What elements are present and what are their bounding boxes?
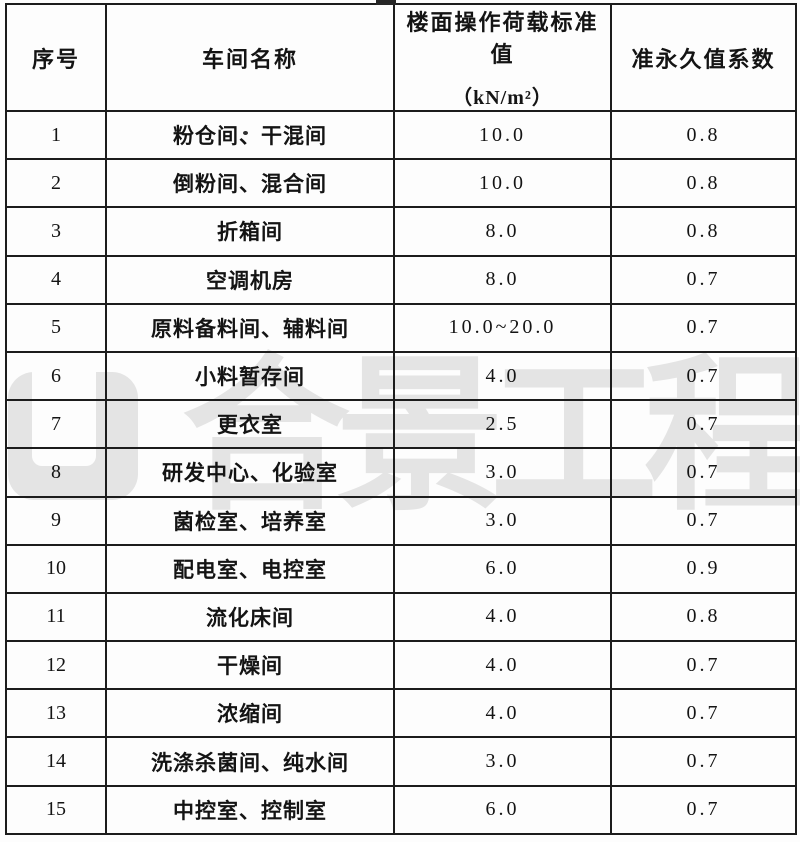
row-serial-cell: 12 (5, 640, 107, 691)
load-value-cell: 8.0 (393, 254, 612, 305)
scan-artifact-top-mark (376, 0, 396, 5)
table-row: 1 粉仓间、干混间 10.0 0.8 (5, 109, 797, 161)
table-row: 3 折箱间 8.0 0.8 (5, 206, 797, 257)
workshop-name-cell: 空调机房 (105, 254, 395, 305)
row-serial-cell: 1 (5, 109, 107, 161)
workshop-name-cell: 折箱间 (105, 206, 395, 257)
table-row: 7 更衣室 2.5 0.7 (5, 399, 797, 450)
col-header-floor-load-unit: （kN/m²） (452, 87, 553, 109)
row-serial-cell: 5 (5, 302, 107, 353)
col-header-quasi-permanent-coefficient: 准永久值系数 (610, 3, 797, 112)
table-body: 1 粉仓间、干混间 10.0 0.8 2 倒粉间、混合间 10.0 0.8 3 … (5, 109, 797, 836)
table-row: 5 原料备料间、辅料间 10.0~20.0 0.7 (5, 302, 797, 353)
table-row: 8 研发中心、化验室 3.0 0.7 (5, 447, 797, 498)
load-value-cell: 10.0~20.0 (393, 302, 612, 353)
row-serial-cell: 9 (5, 495, 107, 546)
workshop-name-cell: 原料备料间、辅料间 (105, 302, 395, 353)
row-serial-cell: 15 (5, 784, 107, 836)
coefficient-cell: 0.7 (610, 399, 797, 450)
row-serial-cell: 8 (5, 447, 107, 498)
load-value-cell: 3.0 (393, 736, 612, 787)
coefficient-cell: 0.8 (610, 109, 797, 161)
header-row: 序号 车间名称 楼面操作荷载标准值 （kN/m²） 准永久值系数 (5, 3, 797, 112)
table-row: 2 倒粉间、混合间 10.0 0.8 (5, 158, 797, 209)
workshop-name-cell: 浓缩间 (105, 688, 395, 739)
row-serial-cell: 11 (5, 591, 107, 643)
row-serial-cell: 2 (5, 158, 107, 209)
coefficient-cell: 0.8 (610, 206, 797, 257)
row-serial-cell: 3 (5, 206, 107, 257)
table-row: 10 配电室、电控室 6.0 0.9 (5, 543, 797, 594)
workshop-name-cell: 流化床间 (105, 591, 395, 643)
table-row: 9 菌检室、培养室 3.0 0.7 (5, 495, 797, 546)
table-row: 15 中控室、控制室 6.0 0.7 (5, 784, 797, 836)
workshop-name-cell: 更衣室 (105, 399, 395, 450)
coefficient-cell: 0.7 (610, 495, 797, 546)
coefficient-cell: 0.7 (610, 784, 797, 836)
coefficient-cell: 0.7 (610, 302, 797, 353)
coefficient-cell: 0.7 (610, 254, 797, 305)
workshop-name-cell: 研发中心、化验室 (105, 447, 395, 498)
row-serial-cell: 14 (5, 736, 107, 787)
load-value-cell: 6.0 (393, 784, 612, 836)
load-value-cell: 10.0 (393, 158, 612, 209)
coefficient-cell: 0.8 (610, 591, 797, 643)
col-header-serial: 序号 (5, 3, 107, 112)
row-serial-cell: 7 (5, 399, 107, 450)
workshop-name-cell: 配电室、电控室 (105, 543, 395, 594)
col-header-workshop-name: 车间名称 (105, 3, 395, 112)
workshop-name-cell: 倒粉间、混合间 (105, 158, 395, 209)
table-row: 4 空调机房 8.0 0.7 (5, 254, 797, 305)
workshop-name-cell: 洗涤杀菌间、纯水间 (105, 736, 395, 787)
row-serial-cell: 4 (5, 254, 107, 305)
coefficient-cell: 0.7 (610, 447, 797, 498)
load-value-cell: 4.0 (393, 688, 612, 739)
load-value-cell: 2.5 (393, 399, 612, 450)
load-standards-table: 序号 车间名称 楼面操作荷载标准值 （kN/m²） 准永久值系数 1 粉仓间、干… (5, 3, 797, 836)
coefficient-cell: 0.8 (610, 158, 797, 209)
table-row: 14 洗涤杀菌间、纯水间 3.0 0.7 (5, 736, 797, 787)
workshop-name-cell: 干燥间 (105, 640, 395, 691)
table-row: 11 流化床间 4.0 0.8 (5, 591, 797, 643)
coefficient-cell: 0.7 (610, 640, 797, 691)
workshop-name-cell: 菌检室、培养室 (105, 495, 395, 546)
coefficient-cell: 0.7 (610, 688, 797, 739)
workshop-name-cell: 中控室、控制室 (105, 784, 395, 836)
table-row: 6 小料暂存间 4.0 0.7 (5, 350, 797, 402)
load-value-cell: 4.0 (393, 591, 612, 643)
load-value-cell: 10.0 (393, 109, 612, 161)
table-header: 序号 车间名称 楼面操作荷载标准值 （kN/m²） 准永久值系数 (5, 3, 797, 112)
load-value-cell: 3.0 (393, 447, 612, 498)
workshop-name-cell: 粉仓间、干混间 (105, 109, 395, 161)
table-row: 12 干燥间 4.0 0.7 (5, 640, 797, 691)
row-serial-cell: 10 (5, 543, 107, 594)
scan-artifact-dot (243, 131, 248, 135)
coefficient-cell: 0.9 (610, 543, 797, 594)
row-serial-cell: 13 (5, 688, 107, 739)
table-row: 13 浓缩间 4.0 0.7 (5, 688, 797, 739)
load-value-cell: 4.0 (393, 350, 612, 402)
load-value-cell: 6.0 (393, 543, 612, 594)
coefficient-cell: 0.7 (610, 350, 797, 402)
load-value-cell: 4.0 (393, 640, 612, 691)
load-value-cell: 8.0 (393, 206, 612, 257)
load-value-cell: 3.0 (393, 495, 612, 546)
coefficient-cell: 0.7 (610, 736, 797, 787)
row-serial-cell: 6 (5, 350, 107, 402)
col-header-floor-load: 楼面操作荷载标准值 （kN/m²） (393, 3, 612, 112)
workshop-name-cell: 小料暂存间 (105, 350, 395, 402)
col-header-floor-load-title: 楼面操作荷载标准值 (406, 10, 599, 67)
